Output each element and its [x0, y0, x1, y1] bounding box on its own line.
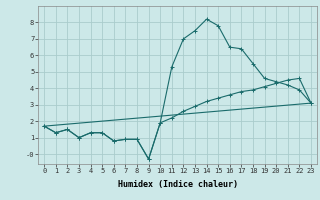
X-axis label: Humidex (Indice chaleur): Humidex (Indice chaleur): [118, 180, 238, 189]
